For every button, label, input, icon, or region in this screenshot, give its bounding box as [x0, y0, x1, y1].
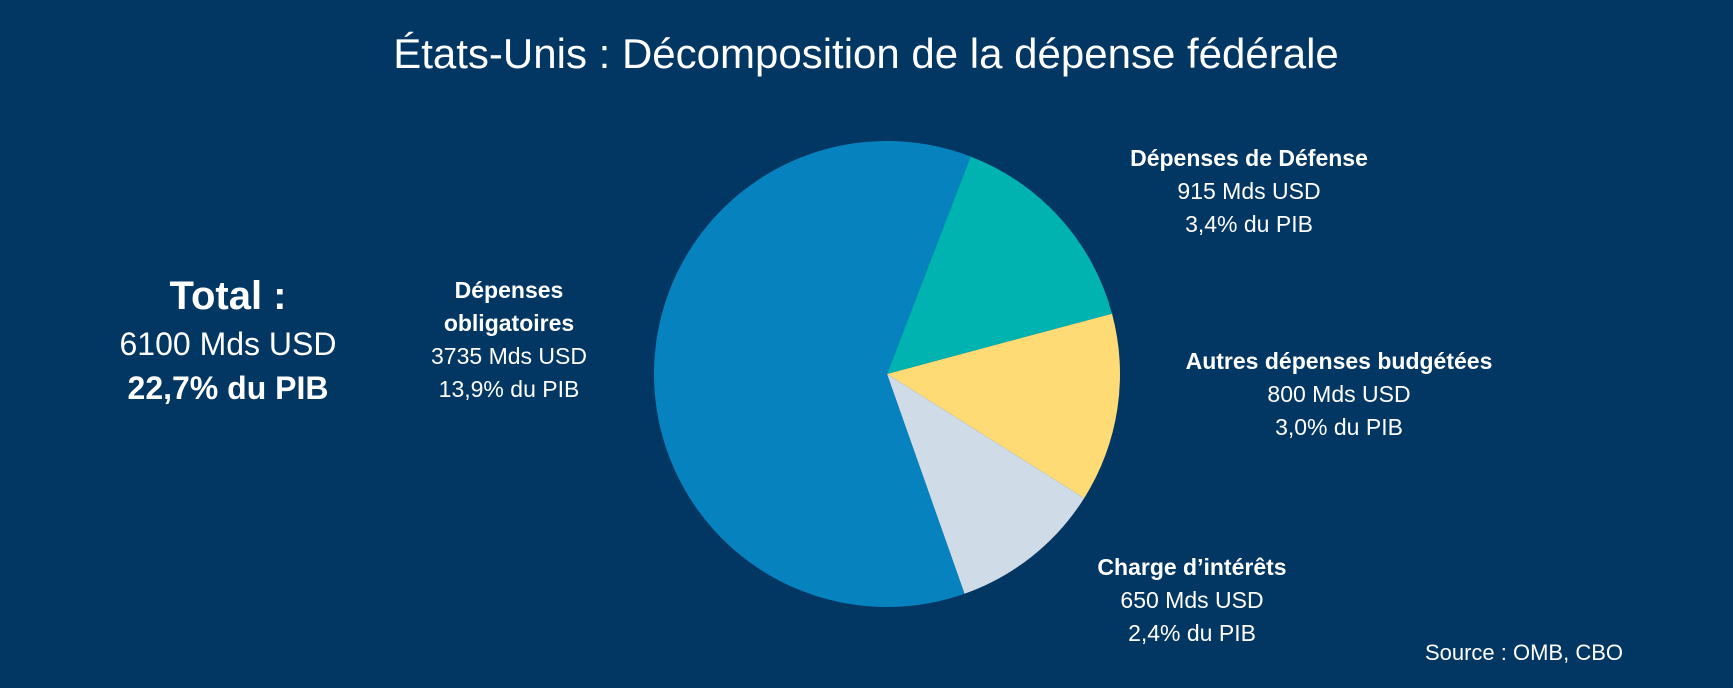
label-autres: Autres dépenses budgétées 800 Mds USD 3,…: [1186, 345, 1493, 444]
label-pib: 3,4% du PIB: [1185, 211, 1313, 237]
pie-slice-915: [887, 156, 1113, 374]
label-name: Dépenses de Défense: [1130, 145, 1368, 171]
pie-slice-3735: [653, 140, 971, 608]
label-name: Autres dépenses budgétées: [1185, 348, 1493, 374]
total-summary: Total : 6100 Mds USD 22,7% du PIB: [120, 270, 337, 410]
label-value: 650 Mds USD: [1120, 587, 1264, 613]
label-name: Charge d’intérêts: [1097, 554, 1287, 580]
label-pib: 2,4% du PIB: [1128, 620, 1256, 646]
label-defense: Dépenses de Défense 915 Mds USD 3,4% du …: [1130, 142, 1368, 241]
pie-slice-800: [887, 313, 1120, 499]
total-label: Total :: [169, 274, 287, 318]
pie-slice-650: [887, 374, 1085, 594]
total-pib: 22,7% du PIB: [127, 370, 329, 406]
label-interets: Charge d’intérêts 650 Mds USD 2,4% du PI…: [1097, 551, 1286, 650]
label-obligatoires: Dépenses obligatoires 3735 Mds USD 13,9%…: [431, 274, 587, 406]
label-value: 3735 Mds USD: [431, 343, 587, 369]
label-pib: 3,0% du PIB: [1275, 414, 1403, 440]
source-note: Source : OMB, CBO: [1424, 640, 1623, 665]
total-value: 6100 Mds USD: [119, 326, 337, 362]
label-name-line1: Dépenses: [454, 277, 564, 303]
label-name-line2: obligatoires: [443, 310, 575, 336]
chart-title: États-Unis : Décomposition de la dépense…: [393, 30, 1339, 77]
label-value: 915 Mds USD: [1177, 178, 1321, 204]
label-pib: 13,9% du PIB: [438, 376, 580, 402]
label-value: 800 Mds USD: [1267, 381, 1411, 407]
